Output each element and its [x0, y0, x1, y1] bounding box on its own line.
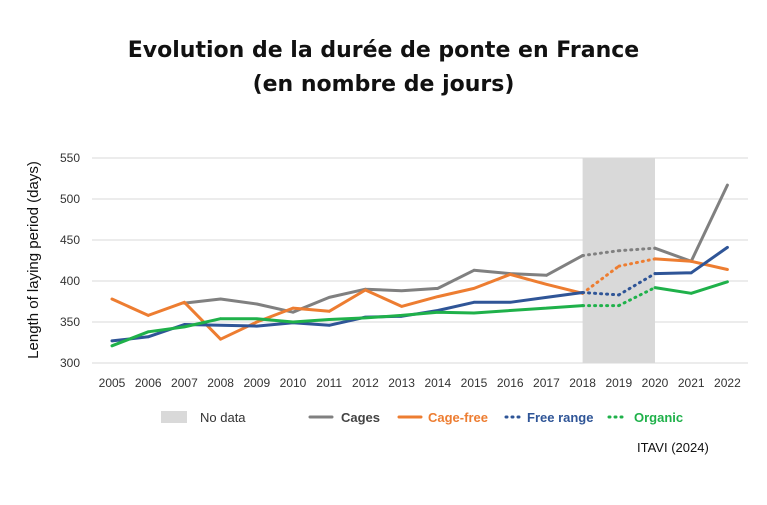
- legend-label-organic: Organic: [634, 410, 683, 425]
- legend-label-cages: Cages: [341, 410, 380, 425]
- series-line-cage-free: [110, 257, 729, 341]
- legend-label-no-data: No data: [200, 410, 246, 425]
- series-line-organic: [110, 280, 729, 348]
- x-tick-label: 2011: [316, 376, 342, 390]
- series-dotted-line-cage-free: [581, 257, 657, 295]
- x-tick-label: 2019: [605, 376, 632, 390]
- y-tick-label: 550: [60, 151, 80, 165]
- x-tick-label: 2006: [135, 376, 162, 390]
- x-tick-label: 2012: [352, 376, 379, 390]
- chart-title-line-2: (en nombre de jours): [252, 72, 515, 97]
- x-tick-label: 2009: [243, 376, 270, 390]
- y-tick-label: 300: [60, 356, 80, 370]
- y-axis-label: Length of laying period (days): [25, 161, 42, 359]
- legend-label-free-range: Free range: [527, 410, 593, 425]
- series-dotted-line-cages: [581, 246, 657, 258]
- series-dotted-line-organic: [581, 286, 657, 308]
- y-tick-label: 450: [60, 233, 80, 247]
- chart-title-line-1: Evolution de la durée de ponte en France: [127, 38, 640, 63]
- y-tick-label: 350: [60, 315, 80, 329]
- x-tick-label: 2010: [280, 376, 307, 390]
- x-tick-label: 2005: [99, 376, 126, 390]
- series-line-cages: [182, 183, 729, 314]
- x-tick-label: 2017: [533, 376, 560, 390]
- x-tick-label: 2015: [461, 376, 488, 390]
- y-tick-label: 500: [60, 192, 80, 206]
- y-tick-label: 400: [60, 274, 80, 288]
- x-tick-label: 2021: [678, 376, 705, 390]
- x-tick-label: 2013: [388, 376, 415, 390]
- x-tick-label: 2020: [642, 376, 669, 390]
- x-tick-label: 2008: [207, 376, 234, 390]
- source-note: ITAVI (2024): [637, 440, 709, 455]
- x-tick-label: 2018: [569, 376, 596, 390]
- series-dotted-line-free-range: [581, 272, 657, 297]
- chart-title: Evolution de la durée de ponte en France…: [0, 34, 767, 102]
- x-tick-label: 2022: [714, 376, 741, 390]
- legend-swatch-no-data: [161, 411, 187, 423]
- legend-label-cage-free: Cage-free: [428, 410, 488, 425]
- x-tick-label: 2014: [424, 376, 451, 390]
- x-tick-label: 2016: [497, 376, 524, 390]
- x-tick-label: 2007: [171, 376, 198, 390]
